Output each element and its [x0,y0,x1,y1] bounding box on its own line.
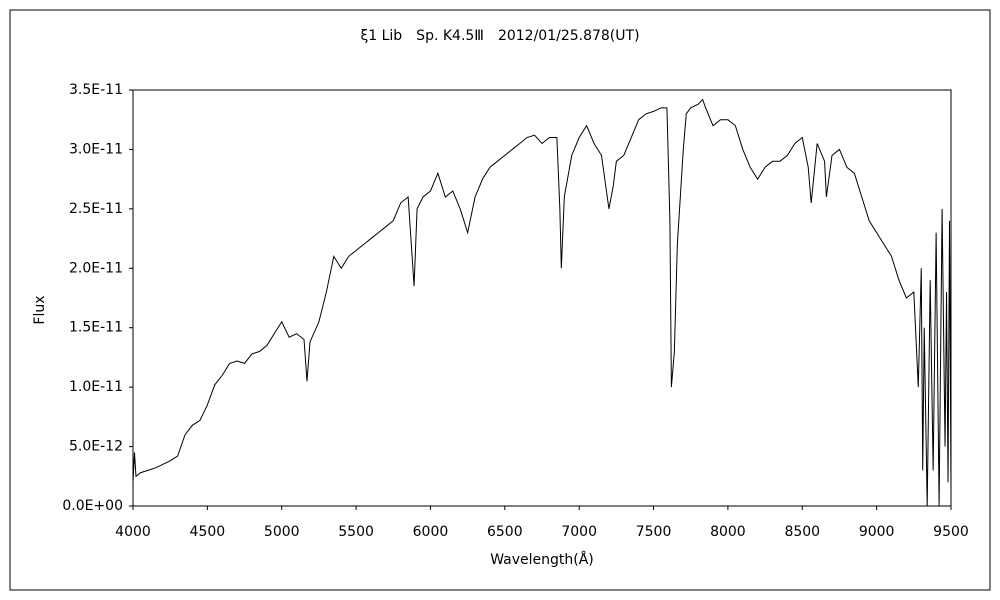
plot-area [132,89,952,507]
frame [9,9,991,591]
x-tick-label: 4500 [190,524,226,540]
y-tick-label: 1.0E-11 [69,379,123,395]
x-tick-label: 7000 [561,524,597,540]
y-tick-label: 3.0E-11 [69,141,123,157]
y-tick-label: 5.0E-12 [69,439,123,455]
y-axis-label: Flux [32,295,48,324]
x-tick-label: 8500 [784,524,820,540]
y-tick-label: 1.5E-11 [69,320,123,336]
spectrum-line [132,98,952,507]
y-tick-label: 0.0E+00 [62,498,123,514]
x-tick-label: 8000 [710,524,746,540]
y-tick-label: 2.0E-11 [69,260,123,276]
chart-title: ξ1 Lib Sp. K4.5Ⅲ 2012/01/25.878(UT) [360,28,639,44]
x-tick-label: 9000 [859,524,895,540]
y-tick-label: 2.5E-11 [69,201,123,217]
x-tick-label: 5500 [338,524,374,540]
x-tick-label: 5000 [264,524,300,540]
y-tick-label: 3.5E-11 [69,82,123,98]
x-tick-label: 4000 [115,524,151,540]
x-tick-label: 6000 [413,524,449,540]
x-tick-label: 7500 [636,524,672,540]
x-tick-label: 6500 [487,524,523,540]
x-axis-label: Wavelength(Å) [490,551,594,568]
x-tick-label: 9500 [933,524,969,540]
